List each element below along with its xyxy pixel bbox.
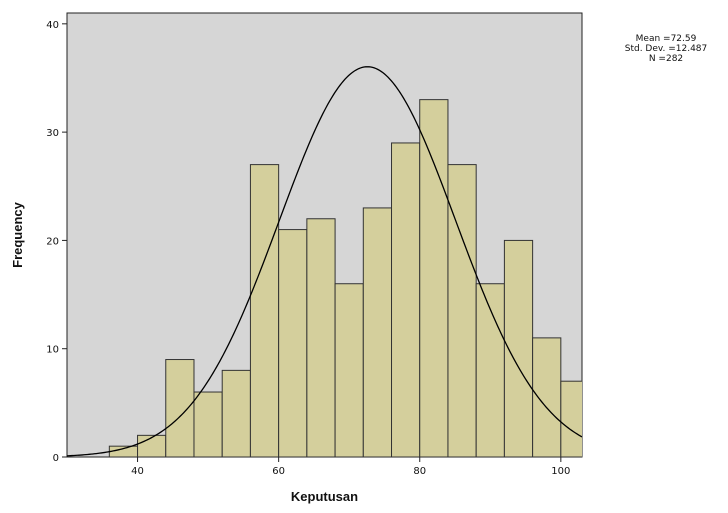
histogram-bar [221,369,251,457]
stats-n: N =282 [648,54,684,64]
histogram-bar [362,207,393,457]
histogram-bar [137,434,167,457]
y-tick-label: 10 [46,345,59,356]
histogram-bars [108,99,617,457]
y-axis-title: Frequency [10,201,25,268]
x-tick-label: 100 [551,466,570,477]
y-tick-label: 0 [53,453,59,464]
histogram-bar [391,142,421,457]
histogram-bar [108,445,139,457]
histogram-bar [165,359,195,457]
x-axis-title: Keputusan [291,489,358,504]
histogram-bar [306,218,336,457]
normal-curve [67,66,582,457]
x-tick-label: 60 [272,466,285,477]
y-axis-ticks: 0 10 20 30 40 [46,20,67,464]
histogram-bar [249,164,280,457]
y-tick-label: 30 [46,128,59,139]
histogram-bar [334,283,364,457]
x-tick-label: 80 [413,466,426,477]
x-axis-ticks: 40 60 80 100 [131,457,570,477]
histogram-bar [589,425,617,457]
stats-legend: Mean =72.59 Std. Dev. =12.487 N =282 [606,34,726,64]
y-tick-label: 40 [46,20,59,31]
histogram-bar [532,337,562,457]
histogram-bar [447,164,477,457]
y-tick-label: 20 [46,236,59,247]
stats-std-dev: Std. Dev. =12.487 [624,44,708,54]
histogram-bar [278,229,308,457]
histogram-bar [193,391,223,457]
x-tick-label: 40 [131,466,144,477]
histogram-bar [419,99,449,457]
stats-mean: Mean =72.59 [635,34,697,44]
histogram-bar [560,380,582,457]
